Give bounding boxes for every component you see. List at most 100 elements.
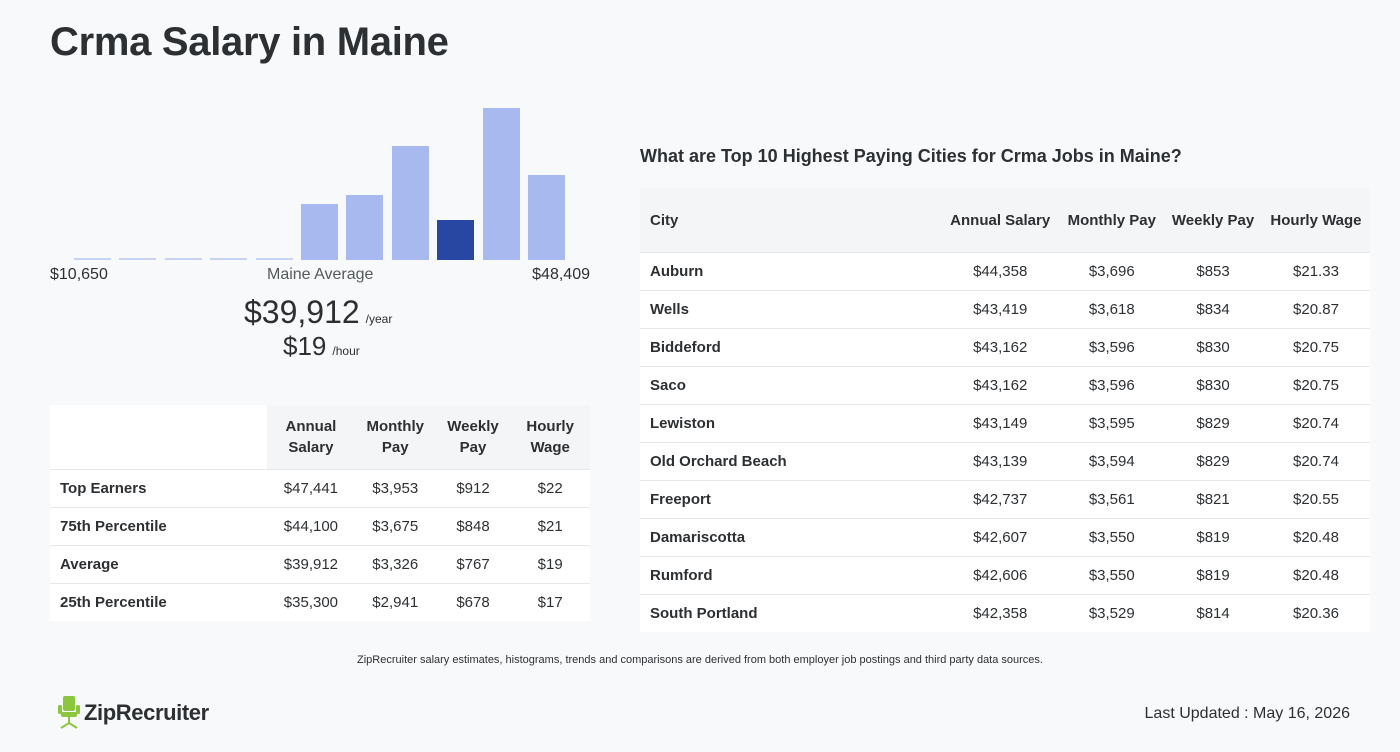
table-row: Average $39,912 $3,326 $767 $19 [50,545,590,584]
table-cell: $3,675 [354,507,436,546]
table-cell: $20.75 [1261,366,1370,405]
table-cell: $853 [1164,252,1262,291]
table-cell: $21.33 [1261,252,1370,291]
percentile-table-header: Annual Salary Monthly Pay Weekly Pay Hou… [50,405,590,470]
table-row: Top Earners $47,441 $3,953 $912 $22 [50,469,590,508]
table-cell: $20.48 [1261,518,1370,557]
table-cell: $821 [1164,480,1262,519]
annual-salary-value: $39,912 [244,294,360,330]
table-row: South Portland $42,358 $3,529 $814 $20.36 [640,594,1370,632]
histogram-bar [528,175,565,260]
table-cell: $848 [435,507,511,546]
table-cell: $912 [435,469,511,508]
table-cell: $22 [510,469,590,508]
histogram-bar [164,258,202,260]
cities-table-header: City Annual Salary Monthly Pay Weekly Pa… [640,188,1370,253]
header-monthly-pay: Monthly Pay [354,405,436,470]
table-cell: $39,912 [267,545,355,584]
percentile-table: Annual Salary Monthly Pay Weekly Pay Hou… [50,405,590,621]
ziprecruiter-logo[interactable]: ZipRecruiter [58,696,209,730]
header-hourly-wage: Hourly Wage [1261,188,1370,253]
table-cell: $830 [1164,366,1262,405]
table-cell: $20.87 [1261,290,1370,329]
table-cell: $3,529 [1059,594,1165,632]
table-cell: $829 [1164,404,1262,443]
annual-unit: /year [365,312,393,326]
table-cell: $767 [435,545,511,584]
table-cell: $42,607 [941,518,1060,557]
city-name: Rumford [640,556,941,595]
table-cell: $819 [1164,518,1262,557]
header-annual-salary: Annual Salary [941,188,1060,253]
table-cell: $20.74 [1261,442,1370,481]
histogram-max-label: $48,409 [532,266,590,283]
table-cell: $3,326 [354,545,436,584]
cities-heading: What are Top 10 Highest Paying Cities fo… [640,146,1182,166]
table-cell: $20.55 [1261,480,1370,519]
logo-text: ZipRecruiter [84,700,209,725]
table-cell: $3,596 [1059,328,1165,367]
table-cell: $42,606 [941,556,1060,595]
histogram-bar [74,258,111,260]
histogram-bar [482,108,520,260]
table-cell: $35,300 [267,583,355,621]
histogram-bar [346,195,384,260]
header-annual-salary: Annual Salary [267,405,355,470]
ziprecruiter-chair-icon [58,696,80,729]
table-row: Freeport $42,737 $3,561 $821 $20.55 [640,480,1370,519]
table-row: 25th Percentile $35,300 $2,941 $678 $17 [50,583,590,621]
table-cell: $43,162 [941,328,1060,367]
table-cell: $2,941 [354,583,436,621]
histogram-average-label: Maine Average [267,266,374,283]
row-label: Top Earners [50,469,267,508]
table-cell: $3,550 [1059,518,1165,557]
data-source-disclaimer: ZipRecruiter salary estimates, histogram… [357,654,1043,666]
header-weekly-pay: Weekly Pay [1164,188,1262,253]
last-updated: Last Updated : May 16, 2026 [1144,705,1350,722]
average-hourly-wage: $19/hour [283,331,360,362]
city-name: Old Orchard Beach [640,442,941,481]
histogram-bar [391,146,429,260]
table-cell: $47,441 [267,469,355,508]
table-cell: $3,618 [1059,290,1165,329]
table-cell: $21 [510,507,590,546]
city-name: Wells [640,290,941,329]
table-cell: $3,953 [354,469,436,508]
table-cell: $44,358 [941,252,1060,291]
table-cell: $3,595 [1059,404,1165,443]
histogram-bar [301,204,338,260]
average-annual-salary: $39,912/year [244,294,392,331]
table-cell: $20.75 [1261,328,1370,367]
table-cell: $42,358 [941,594,1060,632]
hourly-unit: /hour [332,344,360,358]
table-cell: $678 [435,583,511,621]
table-row: Biddeford $43,162 $3,596 $830 $20.75 [640,328,1370,367]
table-row: Auburn $44,358 $3,696 $853 $21.33 [640,252,1370,291]
table-cell: $43,139 [941,442,1060,481]
table-cell: $42,737 [941,480,1060,519]
table-cell: $44,100 [267,507,355,546]
city-name: Damariscotta [640,518,941,557]
table-cell: $819 [1164,556,1262,595]
city-name: Freeport [640,480,941,519]
top-cities-table: City Annual Salary Monthly Pay Weekly Pa… [640,188,1370,632]
header-blank [50,405,267,470]
table-row: Wells $43,419 $3,618 $834 $20.87 [640,290,1370,329]
table-cell: $3,696 [1059,252,1165,291]
table-row: Saco $43,162 $3,596 $830 $20.75 [640,366,1370,405]
header-hourly-wage: Hourly Wage [510,405,590,470]
header-city: City [640,188,941,253]
page-title: Crma Salary in Maine [50,20,449,64]
table-cell: $3,561 [1059,480,1165,519]
table-row: 75th Percentile $44,100 $3,675 $848 $21 [50,507,590,546]
table-cell: $43,419 [941,290,1060,329]
header-monthly-pay: Monthly Pay [1059,188,1165,253]
table-cell: $814 [1164,594,1262,632]
histogram-bar [255,258,293,260]
city-name: South Portland [640,594,941,632]
table-row: Damariscotta $42,607 $3,550 $819 $20.48 [640,518,1370,557]
table-cell: $20.74 [1261,404,1370,443]
city-name: Biddeford [640,328,941,367]
table-cell: $830 [1164,328,1262,367]
salary-histogram [74,100,574,260]
